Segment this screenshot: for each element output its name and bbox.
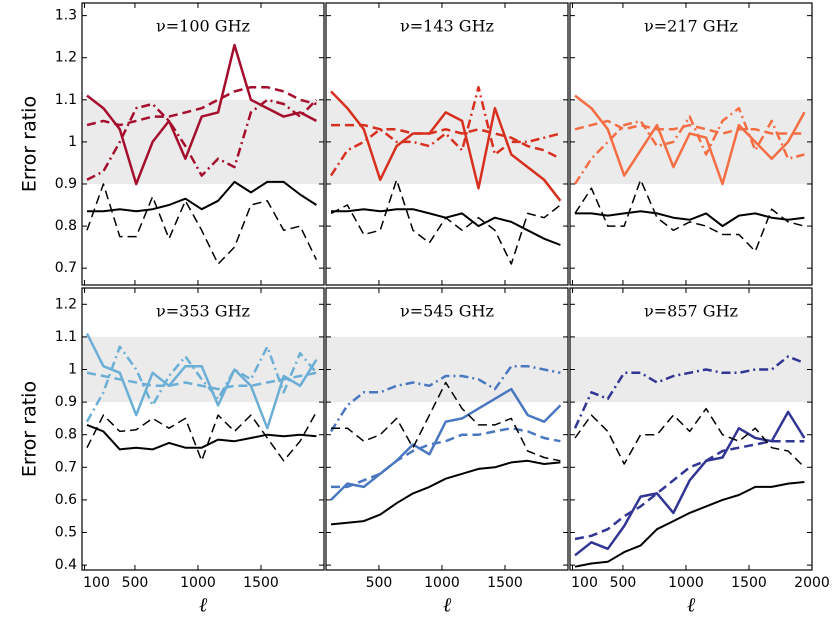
line xyxy=(574,481,805,568)
line xyxy=(85,333,318,430)
y-tick-label: 1 xyxy=(68,362,77,378)
panel: 100 500 1000 1500 2000 ν=857 GHz ℓ xyxy=(569,287,830,617)
x-tick-label: 500 xyxy=(122,575,149,591)
y-tick-label: 1.3 xyxy=(55,8,77,24)
band xyxy=(82,99,324,184)
panel-title: ν=143 GHz xyxy=(400,17,494,36)
y-tick-label: 0.7 xyxy=(55,260,77,276)
y-tick-label: 0.9 xyxy=(55,176,77,192)
line xyxy=(85,345,318,423)
line xyxy=(330,387,562,501)
line xyxy=(87,180,317,213)
line xyxy=(86,183,318,265)
y-tick-label: 1.2 xyxy=(55,296,77,312)
line xyxy=(86,85,317,127)
x-tick-label: 100 xyxy=(83,575,110,591)
line xyxy=(331,208,561,246)
x-tick-label: 1000 xyxy=(668,575,704,591)
x-tick-label: 2000 xyxy=(794,575,830,591)
line xyxy=(331,381,561,462)
line xyxy=(574,407,805,468)
frame xyxy=(81,287,325,571)
line xyxy=(331,426,561,489)
panel: 0.7 0.8 0.9 1 1.1 1.2 1.3 ν=100 GHz Error ratio xyxy=(19,2,325,286)
line xyxy=(331,123,561,160)
y-tick-label: 0.4 xyxy=(55,557,77,573)
panel-title: ν=217 GHz xyxy=(644,17,738,36)
x-tick-label: 500 xyxy=(610,575,637,591)
line xyxy=(86,371,317,391)
panel-title: ν=100 GHz xyxy=(156,17,250,36)
line xyxy=(574,410,806,557)
x-axis-label: ℓ xyxy=(199,593,208,617)
y-tick-label: 1.2 xyxy=(55,50,77,66)
line xyxy=(330,459,561,526)
y-tick-label: 0.6 xyxy=(55,492,77,508)
y-tick-label: 0.8 xyxy=(55,218,77,234)
y-tick-label: 0.8 xyxy=(55,427,77,443)
x-axis-label: ℓ xyxy=(687,593,696,617)
line xyxy=(86,423,317,451)
y-tick-label: 1.1 xyxy=(55,92,77,108)
y-tick-label: 0.7 xyxy=(55,459,77,475)
panel: ν=143 GHz xyxy=(325,2,569,286)
band xyxy=(570,336,812,403)
line xyxy=(574,179,805,253)
x-axis-label: ℓ xyxy=(443,593,452,617)
y-tick-label: 0.9 xyxy=(55,394,77,410)
panel: 500 1000 1500 ν=545 GHz ℓ xyxy=(325,287,569,617)
line xyxy=(330,90,562,202)
x-tick-label: 1000 xyxy=(180,575,216,591)
x-tick-label: 500 xyxy=(366,575,393,591)
x-tick-label: 1500 xyxy=(243,575,279,591)
line xyxy=(574,94,806,186)
x-tick-label: 1500 xyxy=(487,575,523,591)
frame xyxy=(325,287,569,571)
y-tick-label: 0.5 xyxy=(55,525,77,541)
frame xyxy=(569,2,813,286)
band xyxy=(326,336,568,403)
line xyxy=(575,210,805,228)
y-axis-label: Error ratio xyxy=(19,381,41,477)
line xyxy=(330,179,561,265)
x-tick-label: 1000 xyxy=(424,575,460,591)
y-tick-label: 1 xyxy=(68,134,77,150)
y-axis-label: Error ratio xyxy=(19,96,41,192)
panel: ν=217 GHz xyxy=(569,2,813,286)
panel-title: ν=545 GHz xyxy=(400,302,494,321)
panel: 0.4 0.5 0.6 0.7 0.8 0.9 1 1.1 1.2 100 500 1000 1500 ν… xyxy=(19,287,325,617)
line xyxy=(329,364,561,433)
panel-title: ν=857 GHz xyxy=(644,302,738,321)
line xyxy=(574,439,805,541)
frame xyxy=(569,287,813,571)
y-tick-label: 1.1 xyxy=(55,329,77,345)
x-tick-label: 100 xyxy=(571,575,598,591)
frame xyxy=(81,2,325,286)
panel-title: ν=353 GHz xyxy=(156,302,250,321)
line xyxy=(86,43,317,186)
line xyxy=(573,106,805,185)
line xyxy=(86,98,318,181)
band xyxy=(570,99,812,184)
line xyxy=(573,355,805,429)
frame xyxy=(325,2,569,286)
x-tick-label: 1500 xyxy=(731,575,767,591)
